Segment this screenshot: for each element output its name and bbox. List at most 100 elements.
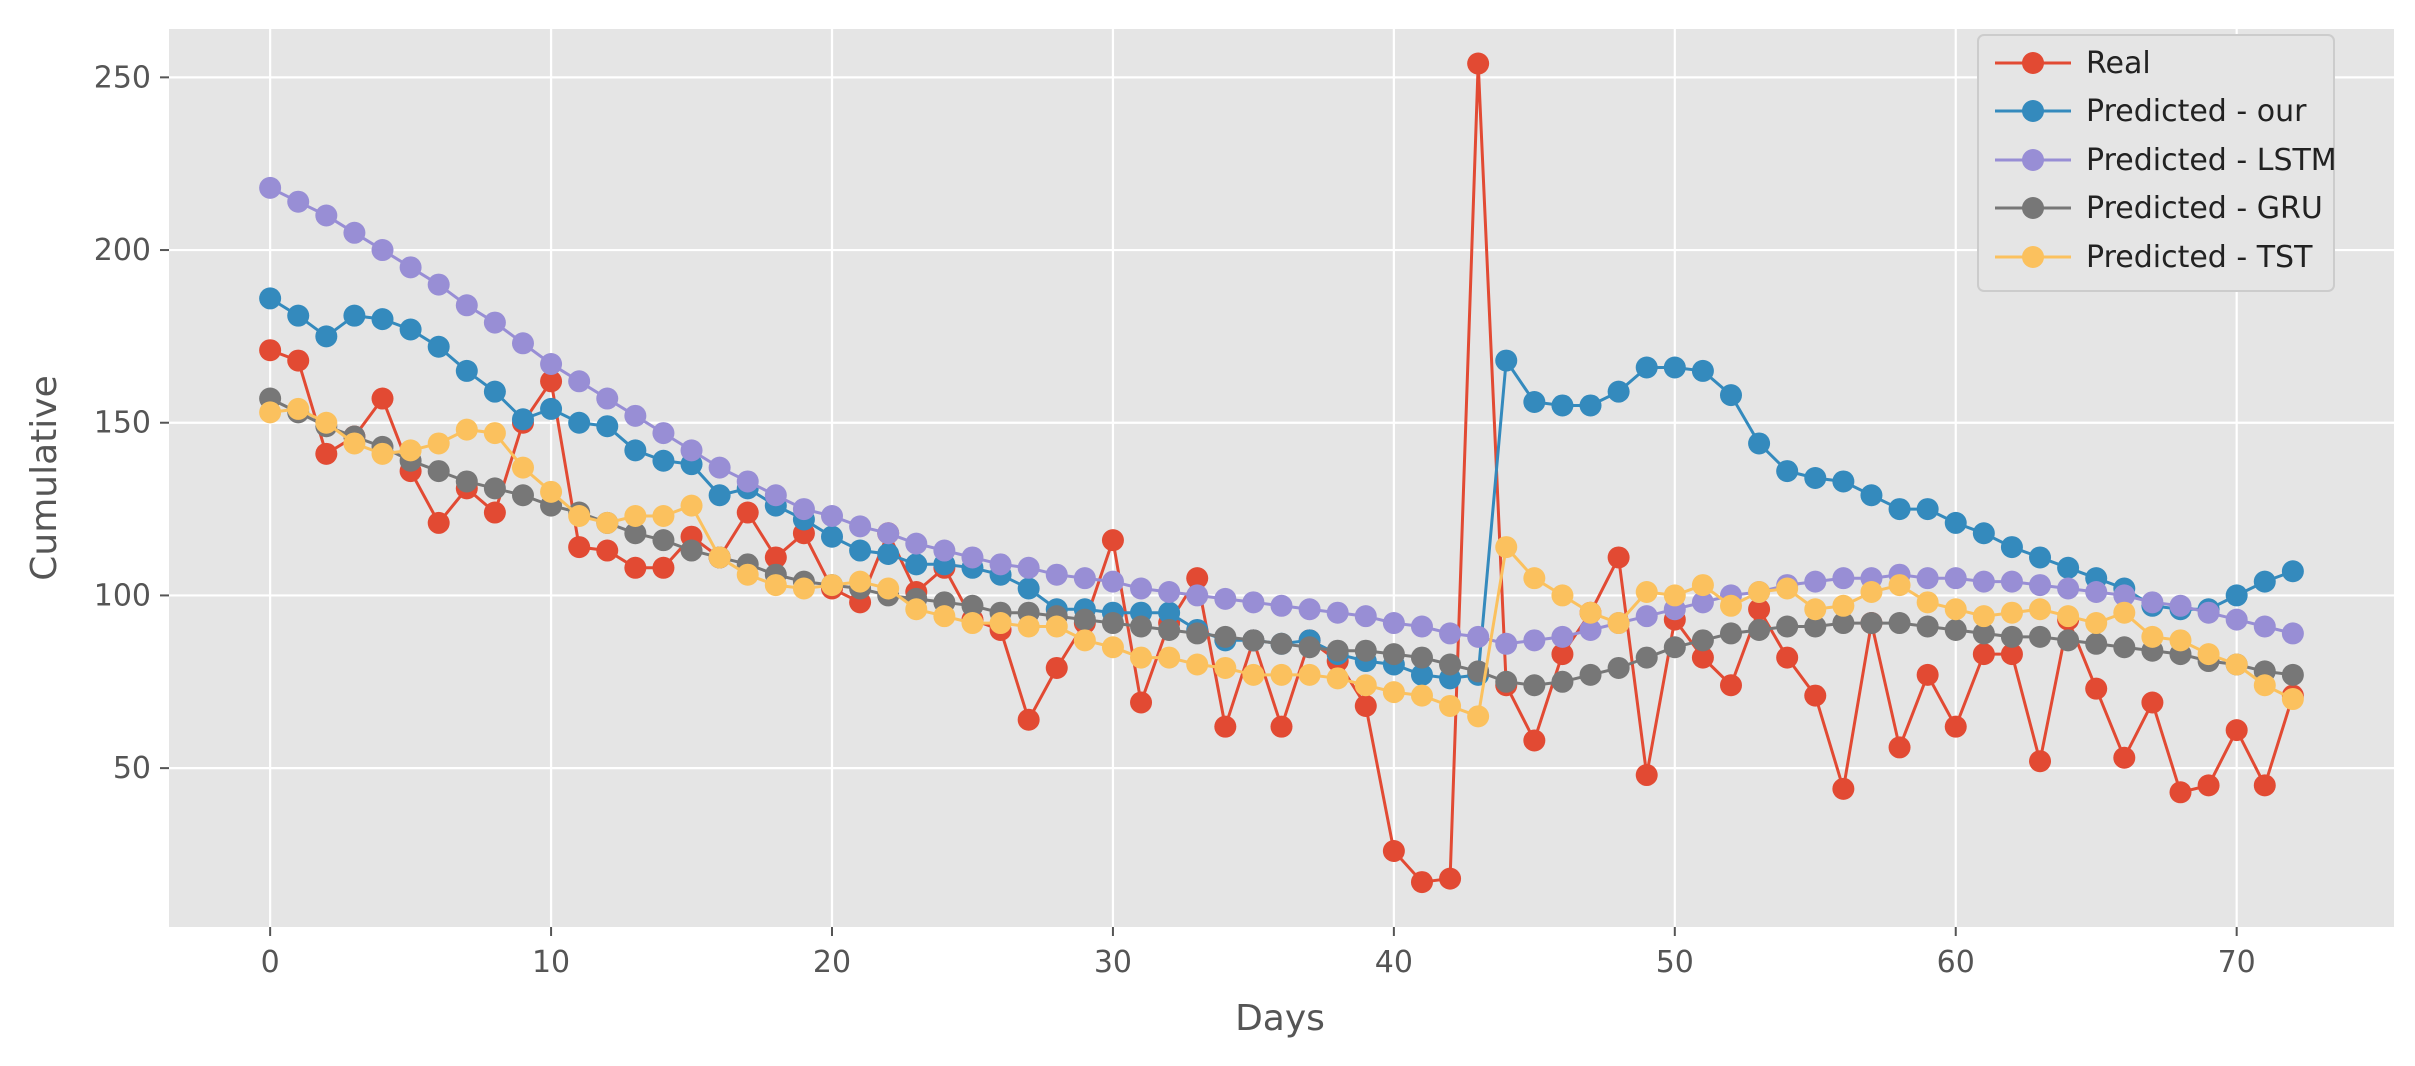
data-point — [568, 504, 591, 527]
data-point — [1691, 591, 1714, 614]
data-point — [483, 380, 506, 403]
data-point — [1916, 615, 1939, 638]
series-layer — [259, 52, 2304, 894]
data-point — [1860, 484, 1883, 507]
data-point — [1242, 663, 1265, 686]
data-point — [343, 221, 366, 244]
data-point — [652, 449, 675, 472]
x-tick-label: 40 — [1375, 945, 1413, 980]
data-point — [1776, 577, 1799, 600]
y-tick-label: 50 — [113, 751, 151, 786]
data-point — [1916, 567, 1939, 590]
data-point — [540, 397, 563, 420]
data-point — [680, 494, 703, 517]
data-point — [989, 612, 1012, 635]
series-predicted-tst — [259, 397, 2304, 728]
data-point — [1832, 470, 1855, 493]
data-point — [1158, 601, 1181, 624]
data-point — [1776, 646, 1799, 669]
data-point — [1130, 646, 1153, 669]
series-predicted-lstm — [259, 176, 2304, 655]
legend-entry-predicted-tst: Predicted - TST — [1995, 240, 2313, 275]
data-point — [2141, 591, 2164, 614]
data-point — [1410, 615, 1433, 638]
data-point — [2029, 625, 2052, 648]
data-point — [1410, 871, 1433, 894]
data-point — [1972, 643, 1995, 666]
data-point — [1101, 529, 1124, 552]
data-point — [1214, 625, 1237, 648]
data-point — [1270, 663, 1293, 686]
data-point — [1130, 615, 1153, 638]
data-point — [2113, 584, 2136, 607]
data-point — [1776, 615, 1799, 638]
data-point — [652, 504, 675, 527]
data-point — [427, 511, 450, 534]
data-point — [1158, 618, 1181, 641]
data-point — [1410, 646, 1433, 669]
data-point — [1972, 522, 1995, 545]
x-tick-label: 70 — [2218, 945, 2256, 980]
data-point — [1017, 556, 1040, 579]
legend-entry-predicted-our: Predicted - our — [1995, 94, 2307, 129]
data-point — [2197, 774, 2220, 797]
data-point — [371, 442, 394, 465]
data-point — [821, 574, 844, 597]
data-point — [1073, 629, 1096, 652]
data-point — [849, 539, 872, 562]
legend-marker — [2022, 52, 2044, 74]
data-point — [1410, 663, 1433, 686]
data-point — [1719, 594, 1742, 617]
data-point — [1607, 546, 1630, 569]
data-point — [708, 546, 731, 569]
data-point — [511, 484, 534, 507]
data-point — [2113, 636, 2136, 659]
data-point — [1214, 587, 1237, 610]
legend-label: Predicted - LSTM — [2086, 143, 2337, 178]
data-point — [1186, 653, 1209, 676]
x-tick-label: 20 — [813, 945, 851, 980]
data-point — [1495, 670, 1518, 693]
data-point — [1888, 498, 1911, 521]
data-point — [2281, 688, 2304, 711]
data-point — [2253, 774, 2276, 797]
axis-ticks: 0 10 20 30 40 50 60 70 50 100 150 200 250 — [94, 60, 2256, 980]
data-point — [1467, 625, 1490, 648]
data-point — [315, 442, 338, 465]
data-point — [2169, 781, 2192, 804]
data-point — [596, 539, 619, 562]
data-point — [540, 353, 563, 376]
data-point — [2113, 601, 2136, 624]
data-point — [821, 525, 844, 548]
data-point — [1663, 584, 1686, 607]
data-point — [792, 498, 815, 521]
data-point — [399, 439, 422, 462]
data-point — [1214, 656, 1237, 679]
data-point — [1354, 694, 1377, 717]
legend-entry-real: Real — [1995, 46, 2151, 81]
data-point — [455, 470, 478, 493]
data-point — [736, 470, 759, 493]
data-point — [708, 484, 731, 507]
data-point — [2085, 612, 2108, 635]
data-point — [1804, 467, 1827, 489]
data-point — [1944, 598, 1967, 621]
data-point — [1607, 656, 1630, 679]
data-point — [849, 515, 872, 538]
legend-entry-predicted-gru: Predicted - GRU — [1995, 191, 2323, 226]
data-point — [1495, 536, 1518, 559]
data-point — [2197, 643, 2220, 666]
data-point — [821, 504, 844, 527]
data-point — [1691, 359, 1714, 382]
data-point — [455, 418, 478, 441]
data-point — [540, 480, 563, 503]
data-point — [905, 598, 928, 621]
y-tick-label: 200 — [94, 233, 151, 268]
data-point — [259, 287, 282, 310]
legend-label: Predicted - GRU — [2086, 191, 2323, 226]
legend-label: Real — [2086, 46, 2151, 81]
data-point — [624, 439, 647, 462]
data-point — [2057, 577, 2080, 600]
data-point — [1635, 605, 1658, 628]
data-point — [2057, 629, 2080, 652]
